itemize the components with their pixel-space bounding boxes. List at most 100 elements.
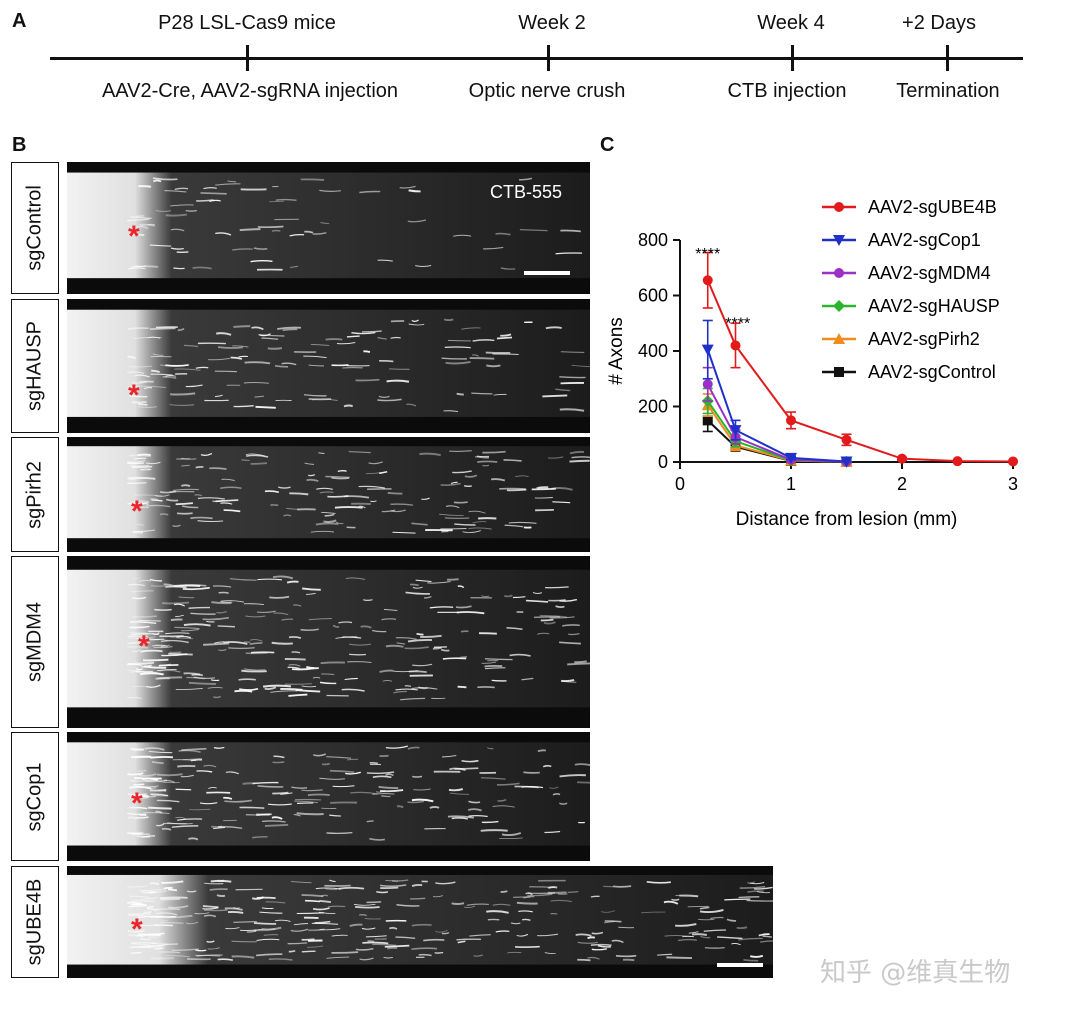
axon-streak xyxy=(154,494,170,497)
axon-streak xyxy=(288,636,302,639)
axon-streak xyxy=(158,781,180,784)
axon-streak xyxy=(351,331,376,335)
watermark: 知乎 @维真生物 xyxy=(820,958,1011,988)
axon-streak xyxy=(450,481,458,485)
axon-streak xyxy=(456,392,464,396)
axon-streak xyxy=(238,355,248,358)
axon-streak xyxy=(264,490,280,494)
axon-streak xyxy=(269,595,290,599)
axon-streak xyxy=(314,920,331,924)
axon-streak xyxy=(361,927,376,930)
axon-streak xyxy=(457,940,466,944)
axon-streak xyxy=(319,899,331,903)
axon-streak xyxy=(646,881,671,884)
axon-streak xyxy=(500,267,516,270)
row-label-box: sgPirh2 xyxy=(11,437,59,552)
axon-streak xyxy=(529,886,555,889)
axon-streak xyxy=(507,951,522,954)
axon-streak xyxy=(275,198,297,202)
axon-streak xyxy=(130,951,142,954)
axon-streak xyxy=(233,920,257,924)
axon-streak xyxy=(739,886,766,889)
axon-streak xyxy=(336,341,356,345)
axon-streak xyxy=(138,579,152,582)
axon-streak xyxy=(451,902,465,905)
axon-streak xyxy=(156,773,183,777)
axon-streak xyxy=(457,585,465,589)
axon-streak xyxy=(324,513,335,517)
axon-streak xyxy=(615,954,637,958)
axon-streak xyxy=(552,793,561,796)
x-tick-label: 3 xyxy=(1008,474,1018,494)
axon-streak xyxy=(385,880,399,882)
axon-streak xyxy=(736,926,748,930)
axon-streak xyxy=(127,476,156,480)
nerve-band xyxy=(67,309,590,417)
axon-streak xyxy=(381,618,397,621)
axon-streak xyxy=(220,486,242,490)
axon-streak xyxy=(138,185,152,188)
axon-streak xyxy=(409,583,419,587)
axon-streak xyxy=(230,356,243,360)
axon-streak xyxy=(208,786,217,789)
axon-streak xyxy=(233,325,251,328)
axon-streak xyxy=(326,756,352,759)
axon-streak xyxy=(396,904,420,907)
axon-streak xyxy=(514,475,529,478)
axon-streak xyxy=(134,777,162,780)
axon-streak xyxy=(151,761,164,765)
lesion-marker-icon: * xyxy=(128,379,140,412)
axon-streak xyxy=(126,385,140,388)
axon-streak xyxy=(331,951,359,954)
axon-streak xyxy=(527,893,553,897)
axon-streak xyxy=(612,885,632,888)
axon-streak xyxy=(200,192,227,195)
axon-streak xyxy=(132,500,150,503)
micrograph-texture xyxy=(67,446,590,539)
axon-streak xyxy=(491,679,507,682)
axon-streak xyxy=(361,330,382,333)
axon-streak xyxy=(442,754,457,758)
legend-label: AAV2-sgPirh2 xyxy=(868,329,980,349)
timeline-tick xyxy=(946,45,949,71)
axon-streak xyxy=(335,521,344,525)
axon-streak xyxy=(273,755,285,759)
axon-streak xyxy=(175,614,184,617)
axon-streak xyxy=(289,233,305,237)
axon-streak xyxy=(128,502,145,505)
y-tick-label: 0 xyxy=(658,452,668,472)
axon-streak xyxy=(138,620,161,622)
axon-streak xyxy=(177,764,196,768)
axon-streak xyxy=(421,497,430,500)
axon-streak xyxy=(193,676,215,680)
axon-streak xyxy=(257,225,284,229)
axon-streak xyxy=(131,596,146,600)
axon-streak xyxy=(338,886,365,890)
axon-streak xyxy=(203,914,217,918)
axon-streak xyxy=(453,501,468,504)
timeline-tick xyxy=(547,45,550,71)
axon-streak xyxy=(467,808,482,812)
axon-streak xyxy=(129,806,148,810)
axon-streak xyxy=(127,832,142,835)
axon-streak xyxy=(175,502,193,506)
axon-streak xyxy=(162,375,177,379)
axon-streak xyxy=(170,618,183,622)
axon-streak xyxy=(663,900,679,905)
axon-streak xyxy=(243,381,269,384)
axon-streak xyxy=(359,190,381,194)
axon-streak xyxy=(294,800,319,804)
data-point xyxy=(786,415,796,426)
x-tick-label: 2 xyxy=(897,474,907,494)
axon-streak xyxy=(159,490,177,494)
micrograph-texture xyxy=(67,874,773,965)
axon-streak xyxy=(130,621,157,625)
axon-streak xyxy=(310,344,330,346)
axon-streak xyxy=(258,333,285,337)
axon-streak xyxy=(332,624,340,628)
axon-streak xyxy=(170,228,185,232)
axon-streak xyxy=(327,495,349,498)
data-point xyxy=(952,456,963,467)
nerve-band xyxy=(67,569,590,708)
axon-streak xyxy=(369,837,385,841)
